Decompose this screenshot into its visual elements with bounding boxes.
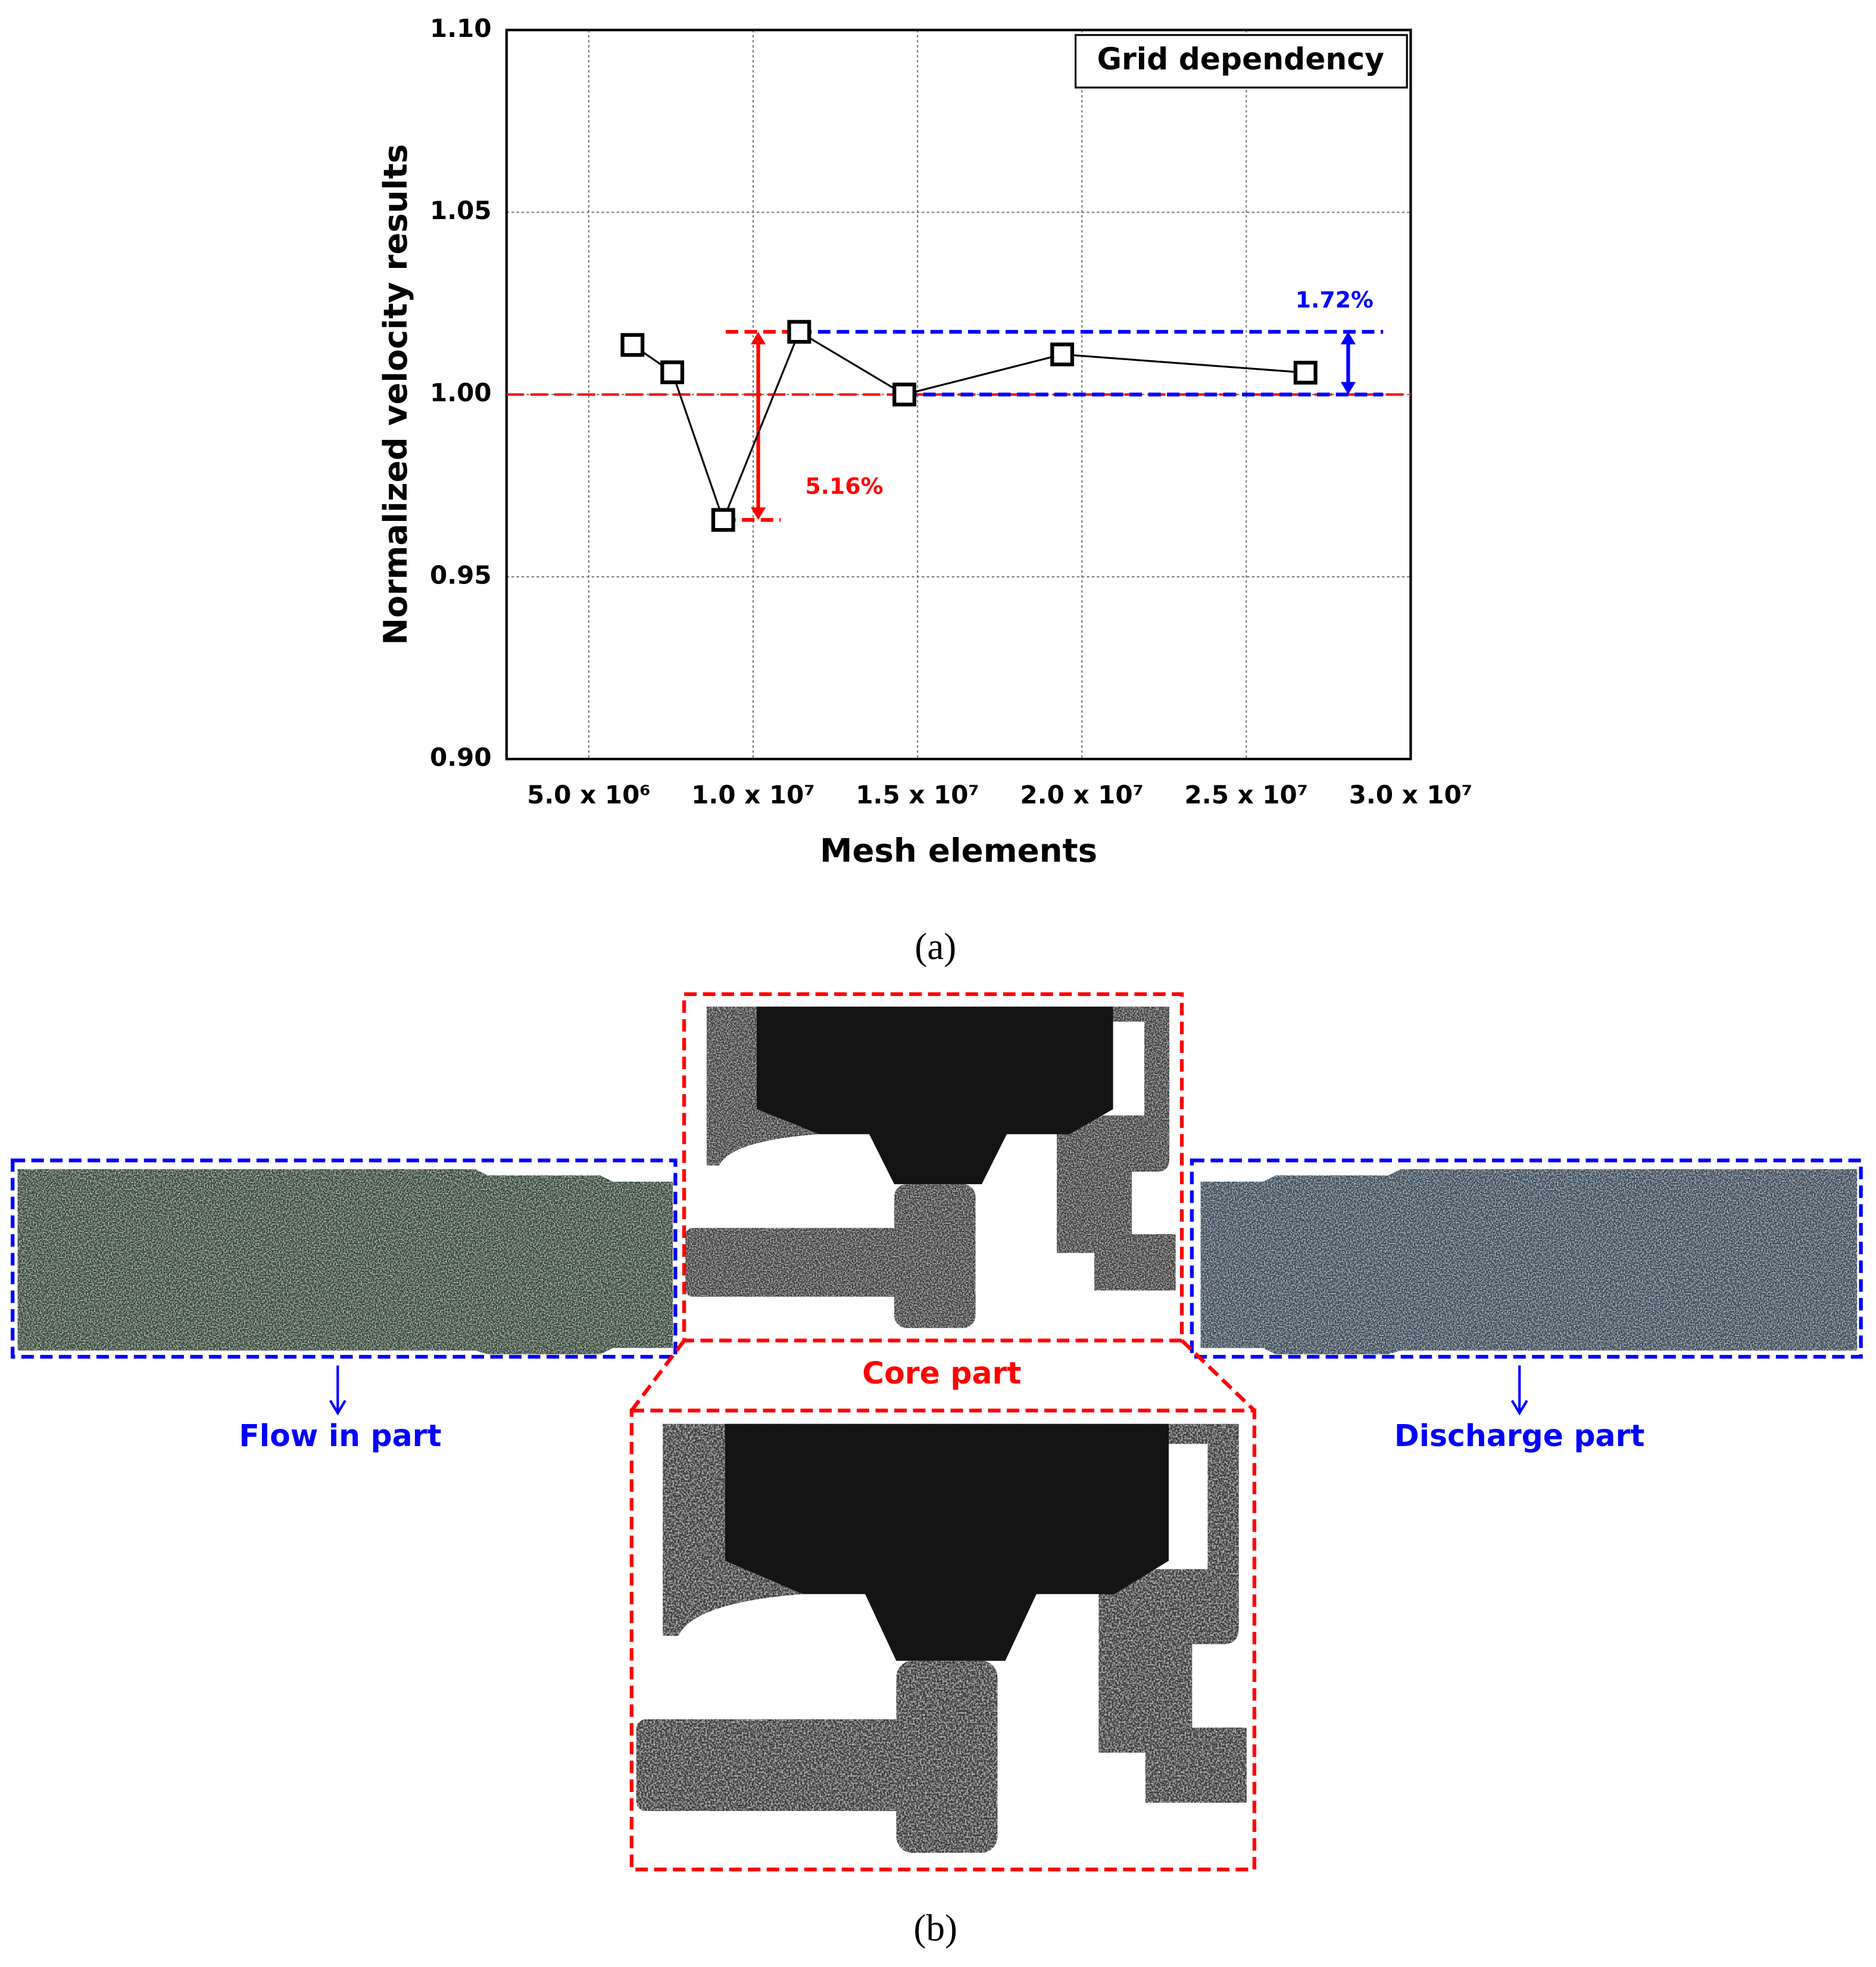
x-tick-label: 3.0 x 10⁷	[1349, 780, 1473, 809]
core-box	[682, 992, 1184, 1342]
core-label: Core part	[862, 1356, 1021, 1391]
x-tick-label: 2.5 x 10⁷	[1185, 780, 1309, 809]
arrows	[329, 1365, 1528, 1416]
legend-label: Grid dependency	[1097, 41, 1384, 76]
panel-label: (a)	[914, 926, 956, 967]
core-mesh	[682, 997, 1182, 1341]
y-tick-label: 1.05	[430, 196, 492, 225]
y-tick-label: 1.00	[430, 378, 492, 407]
y-tick-label: 1.10	[430, 14, 492, 43]
zoom-view	[632, 1410, 1254, 1869]
y-axis-label: Normalized velocity results	[376, 144, 414, 645]
chart: 0.90 0.95 1.00 1.05 1.10 5.0 x 10⁶ 1.0 x 10⁷ 1.…	[376, 14, 1472, 870]
data-point	[620, 333, 645, 357]
annotation: 1.72%	[1296, 287, 1374, 313]
x-tick-label: 1.5 x 10⁷	[856, 780, 979, 809]
x-tick-label: 2.0 x 10⁷	[1020, 780, 1144, 809]
x-axis-label: Mesh elements	[820, 832, 1097, 870]
data-point	[892, 382, 916, 407]
y-tick-label: 0.90	[430, 742, 492, 772]
data-point	[1050, 342, 1075, 367]
panel-label: (b)	[914, 1907, 957, 1949]
data-point	[787, 320, 811, 344]
zoom-lines	[630, 1339, 1256, 1412]
x-tick-label: 1.0 x 10⁷	[691, 780, 815, 809]
outlet-box	[1190, 1159, 1863, 1359]
inlet-box	[11, 1159, 678, 1359]
y-tick-label: 0.95	[430, 560, 492, 589]
outlet-mesh	[1200, 1169, 1858, 1354]
x-tick-label: 5.0 x 10⁶	[527, 780, 651, 809]
data-point	[660, 360, 685, 385]
data-point	[711, 508, 735, 532]
annotation: 5.16%	[805, 473, 883, 499]
inlet-label: Flow in part	[239, 1418, 441, 1453]
legend-box	[1074, 34, 1408, 89]
series-line	[632, 330, 1306, 523]
mesh-view: Core part Flow in part Discharge part	[11, 992, 1863, 1872]
outlet-label: Discharge part	[1394, 1418, 1645, 1453]
zoom-box	[629, 1409, 1257, 1872]
data-point	[1293, 360, 1318, 385]
inlet-mesh	[17, 1169, 673, 1354]
